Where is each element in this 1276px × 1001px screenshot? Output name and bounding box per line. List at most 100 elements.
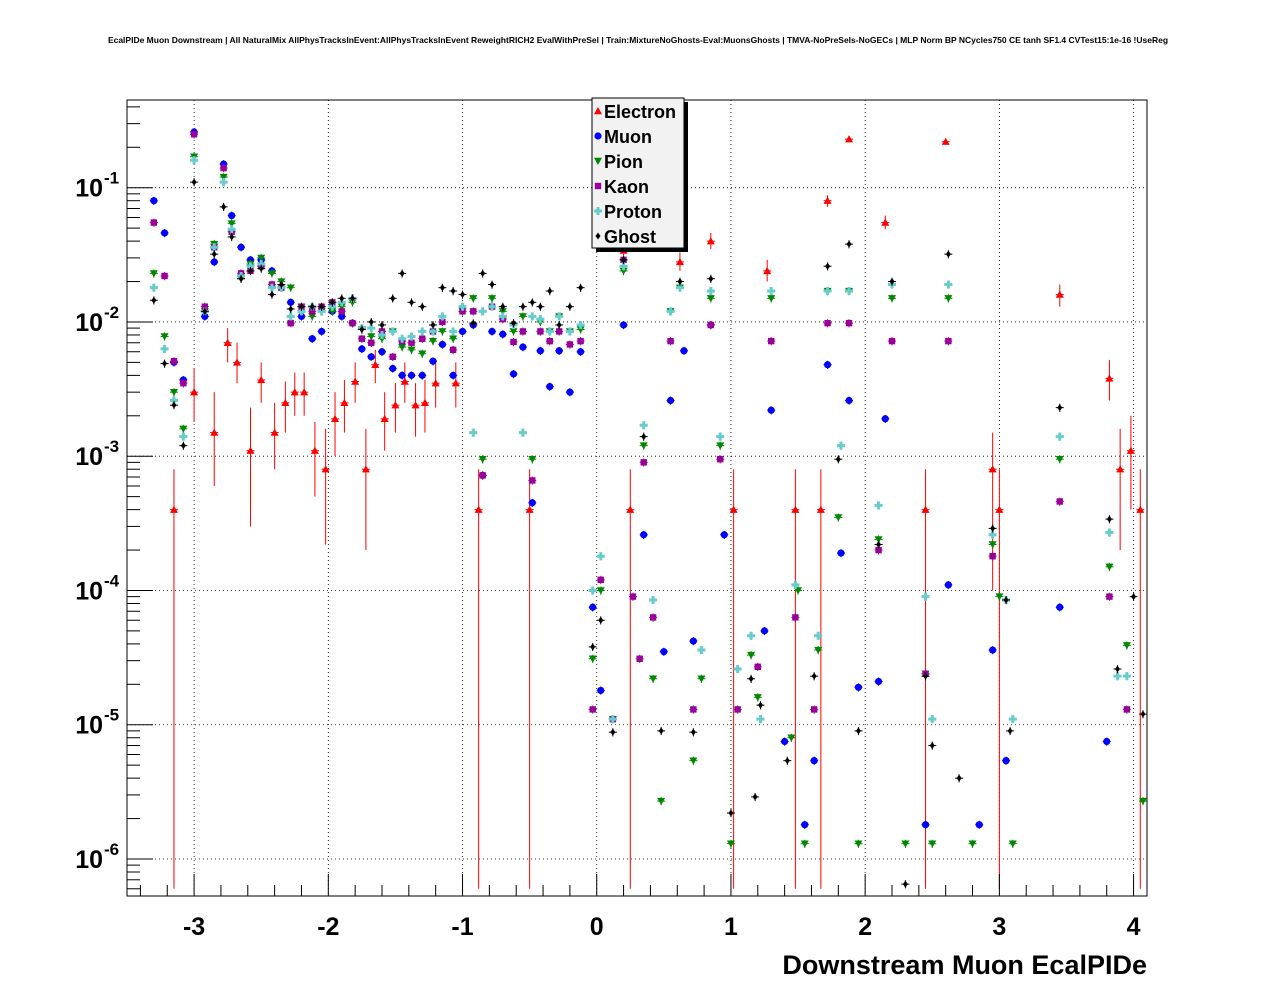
pion-marker: [1105, 563, 1114, 571]
kaon-point: [596, 575, 605, 585]
proton-point: [921, 592, 930, 601]
muon-marker: [407, 371, 416, 379]
data-layer: [149, 128, 1147, 889]
proton-point: [608, 715, 617, 724]
electron-point: [474, 469, 483, 889]
muon-marker: [528, 499, 536, 507]
proton-marker: [528, 312, 537, 321]
proton-point: [1122, 672, 1131, 681]
kaon-point: [149, 218, 158, 227]
kaon-point: [509, 337, 518, 347]
proton-marker: [429, 327, 437, 336]
ghost-point: [565, 302, 574, 311]
x-tick-label: 1: [724, 913, 738, 941]
proton-marker: [367, 324, 376, 333]
electron-marker: [474, 505, 483, 513]
y-tick-exponent: -5: [104, 706, 119, 725]
muon-marker: [210, 258, 218, 266]
proton-point: [267, 283, 276, 292]
ghost-point: [639, 432, 648, 441]
pion-marker: [429, 337, 437, 346]
electron-point: [246, 407, 255, 527]
legend-label-pion: Pion: [604, 152, 643, 172]
muon-point: [498, 330, 507, 339]
pion-point: [267, 269, 276, 278]
proton-point: [706, 287, 715, 296]
ghost-marker: [658, 727, 664, 735]
proton-marker: [1113, 672, 1122, 681]
proton-point: [219, 178, 228, 187]
x-tick-label: 4: [1127, 913, 1141, 941]
electron-point: [361, 428, 370, 551]
kaon-marker: [945, 337, 952, 345]
kaon-point: [449, 345, 458, 355]
muon-point: [357, 344, 366, 354]
kaon-point: [576, 337, 585, 346]
proton-point: [190, 156, 199, 165]
pion-marker: [1055, 456, 1064, 464]
proton-point: [874, 501, 883, 510]
ghost-marker: [748, 675, 754, 683]
pion-marker: [874, 536, 883, 544]
ghost-point: [200, 307, 209, 316]
muon-point: [689, 637, 698, 646]
muon-point: [565, 388, 574, 397]
ghost-point: [1006, 726, 1015, 736]
kaon-marker: [734, 706, 741, 713]
proton-point: [536, 315, 545, 324]
muon-marker: [975, 821, 983, 829]
kaon-point: [169, 357, 178, 366]
ghost-marker: [690, 728, 696, 736]
electron-marker: [881, 218, 890, 226]
pion-point: [787, 733, 796, 742]
muon-marker: [389, 364, 397, 373]
proton-point: [149, 283, 158, 292]
proton-marker: [823, 287, 832, 296]
pion-marker: [509, 328, 518, 336]
proton-marker: [267, 283, 276, 292]
proton-marker: [756, 715, 765, 724]
pion-marker: [407, 346, 416, 354]
electron-point: [1116, 428, 1125, 551]
muon-marker: [767, 406, 775, 414]
kaon-marker: [629, 593, 637, 600]
pion-point: [407, 345, 416, 355]
pion-marker: [716, 442, 725, 450]
pion-marker: [767, 295, 776, 303]
kaon-point: [478, 471, 487, 480]
pion-marker: [794, 587, 803, 595]
ghost-point: [328, 298, 337, 307]
pion-point: [1138, 797, 1147, 806]
ghost-marker: [202, 307, 208, 315]
electron-marker: [1116, 465, 1125, 473]
pion-marker: [649, 675, 658, 683]
legend-marker-proton: [594, 207, 602, 215]
ghost-point: [657, 726, 666, 736]
proton-marker: [378, 330, 386, 339]
kaon-marker: [510, 338, 517, 346]
ghost-marker: [1057, 404, 1063, 412]
kaon-marker: [170, 358, 178, 365]
proton-marker: [536, 315, 545, 324]
proton-point: [823, 287, 832, 296]
pion-point: [596, 586, 605, 595]
muon-point: [619, 321, 628, 330]
y-tick-label: 10: [75, 577, 103, 605]
pion-point: [988, 540, 997, 549]
muon-marker: [488, 327, 496, 336]
legend-label-proton: Proton: [604, 202, 662, 222]
legend-item-kaon: Kaon: [594, 177, 649, 197]
pion-marker: [227, 220, 236, 228]
kaon-marker: [640, 459, 647, 466]
ghost-point: [576, 283, 585, 292]
muon-marker: [810, 757, 818, 765]
ghost-marker: [309, 303, 315, 311]
kaon-point: [536, 327, 545, 336]
electron-point: [791, 469, 800, 889]
electron-point: [351, 362, 360, 403]
electron-point: [823, 195, 832, 207]
muon-marker: [499, 330, 507, 338]
pion-marker: [1008, 840, 1017, 848]
ghost-marker: [537, 303, 543, 311]
ghost-marker: [511, 319, 517, 327]
